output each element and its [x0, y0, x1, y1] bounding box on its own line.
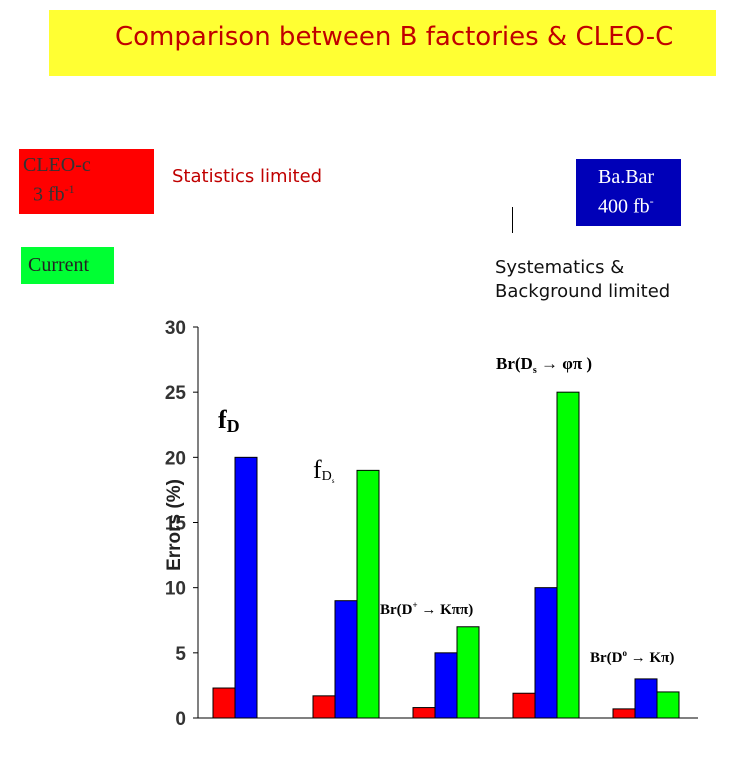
y-tick-label: 10	[165, 579, 186, 600]
bar-cleo-c-2	[412, 707, 436, 719]
note-systematics-limited: Systematics & Background limited	[495, 257, 671, 302]
bar-ba-bar-3	[534, 587, 558, 719]
label-br-ds: Br(Ds → φπ )	[496, 354, 592, 376]
bar-cleo-c-4	[612, 708, 636, 719]
bar-ba-bar-4	[634, 678, 658, 719]
label-br-dplus: Br(D+ → Kππ)	[380, 600, 473, 618]
bar-current-3	[556, 391, 580, 719]
bar-current-4	[656, 691, 680, 719]
legend-cleo-c: CLEO-c 3 fb-1	[19, 149, 154, 214]
label-fds: fDs	[313, 455, 335, 485]
legend-cleo-lumi: 3 fb-1	[33, 182, 75, 206]
divider-marker	[512, 207, 513, 233]
legend-current: Current	[21, 247, 114, 284]
bar-ba-bar-2	[434, 652, 458, 719]
bar-current-2	[456, 626, 480, 719]
y-tick-label: 30	[165, 318, 186, 339]
y-axis-label: Errors (%)	[164, 479, 185, 571]
bar-ba-bar-0	[234, 456, 258, 719]
legend-babar: Ba.Bar 400 fb-	[576, 159, 681, 226]
note-statistics-limited: Statistics limited	[172, 166, 323, 187]
bar-ba-bar-1	[334, 600, 358, 719]
bar-cleo-c-1	[312, 695, 336, 719]
y-tick-label: 5	[175, 644, 186, 665]
page-title: Comparison between B factories & CLEO-C	[115, 22, 674, 52]
legend-babar-lumi: 400 fb-	[598, 194, 654, 218]
legend-babar-name: Ba.Bar	[598, 166, 655, 188]
y-tick-label: 0	[175, 709, 186, 730]
title-banner: Comparison between B factories & CLEO-C	[49, 10, 716, 76]
y-tick-label: 20	[165, 448, 186, 469]
bar-cleo-c-0	[212, 687, 236, 719]
bar-current-1	[356, 469, 380, 719]
legend-cleo-name: CLEO-c	[23, 154, 91, 176]
bar-cleo-c-3	[512, 692, 536, 719]
y-tick-label: 15	[165, 514, 187, 535]
y-tick-label: 25	[165, 383, 187, 404]
legend-current-label: Current	[28, 254, 90, 276]
label-br-d0: Br(Do → Kπ)	[590, 648, 674, 666]
label-fd: fD	[218, 405, 240, 436]
